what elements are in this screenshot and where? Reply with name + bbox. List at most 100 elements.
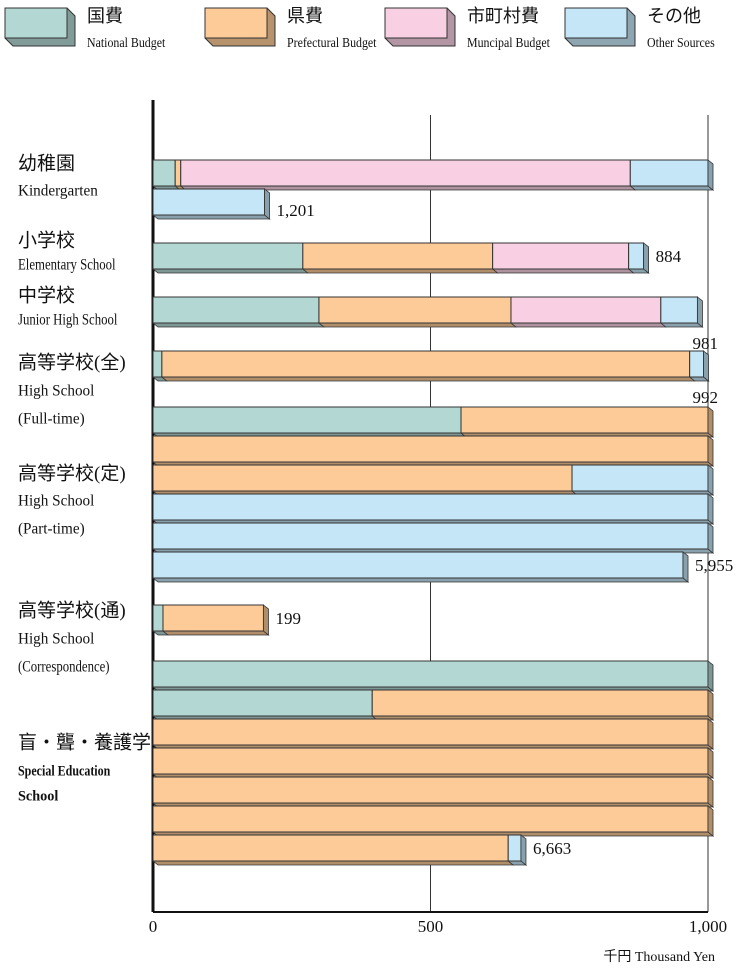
bar-segment — [152, 522, 709, 550]
total-label: 199 — [275, 609, 301, 628]
x-tick-label: 1,000 — [689, 917, 727, 936]
bar-segment — [152, 406, 462, 434]
bar-segment — [152, 242, 304, 270]
bar-segment — [152, 188, 266, 216]
bar-segment — [152, 747, 709, 775]
bar-segment — [152, 689, 373, 717]
x-tick-label: 500 — [418, 917, 444, 936]
category-label-en: (Part-time) — [18, 520, 85, 537]
bar-bottom-face — [151, 860, 515, 866]
legend-label: 国費 — [87, 6, 123, 26]
bar-side-face — [707, 660, 714, 692]
total-label: 992 — [693, 388, 719, 407]
bar-segment — [689, 350, 705, 378]
bar-segment — [507, 834, 522, 862]
bar-side-face — [707, 406, 714, 438]
bar-side-face — [697, 296, 703, 328]
category-label: 高等学校(定) — [18, 462, 126, 484]
bar-bottom-face — [151, 322, 326, 328]
bar-bottom-face — [151, 268, 309, 274]
total-label: 6,663 — [533, 839, 571, 858]
bar-side-face — [264, 188, 270, 220]
total-label: 884 — [656, 247, 682, 266]
bar-segment — [152, 296, 320, 324]
bar-bottom-face — [509, 322, 667, 328]
bar-segment — [152, 435, 709, 463]
legend-box — [4, 7, 68, 39]
category-label: 中学校 — [18, 284, 75, 306]
category-label: 高等学校(通) — [18, 599, 126, 621]
category-label: 高等学校(全) — [18, 351, 126, 373]
total-label: 5,955 — [695, 556, 733, 575]
bar-side-face — [707, 689, 714, 721]
bar-segment — [152, 776, 709, 804]
bar-bottom-face — [491, 268, 635, 274]
bar-segment — [152, 660, 709, 688]
legend-label-en: Prefectural Budget — [287, 34, 377, 50]
bar-segment — [571, 464, 709, 492]
x-tick-label: 0 — [149, 917, 158, 936]
bar-bottom-face — [151, 577, 690, 583]
legend-box — [564, 7, 628, 39]
bar-side-face — [707, 435, 714, 467]
category-label: 盲・聾・養護学校 — [18, 731, 170, 753]
legend-label: 県費 — [287, 6, 323, 26]
legend-label-en: National Budget — [87, 34, 166, 50]
bar-segment — [492, 242, 630, 270]
bar-side-face — [707, 522, 714, 554]
bar-side-face — [707, 776, 714, 808]
bar-bottom-face — [301, 268, 499, 274]
category-label-en: High School — [18, 492, 95, 509]
bar-segment — [460, 406, 709, 434]
legend-label: 市町村費 — [467, 6, 539, 26]
category-label-en: Kindergarten — [18, 182, 98, 199]
bar-segment — [302, 242, 494, 270]
bar-segment — [152, 159, 176, 187]
bar-side-face — [707, 493, 714, 525]
legend-label: その他 — [647, 6, 701, 26]
bar-segment — [152, 493, 709, 521]
category-label: 小学校 — [18, 229, 75, 251]
category-label-en: Special Education — [18, 762, 111, 779]
bar-side-face — [707, 718, 714, 750]
legend-box — [204, 7, 268, 39]
category-label-en: (Correspondence) — [18, 658, 110, 676]
bar-side-face — [643, 242, 650, 274]
bar-segment — [510, 296, 662, 324]
bar-side-face — [707, 464, 714, 496]
bar-bottom-face — [160, 376, 696, 382]
bar-segment — [629, 159, 709, 187]
bar-bottom-face — [161, 630, 270, 636]
total-label: 981 — [693, 334, 719, 353]
bar-bottom-face — [317, 322, 518, 328]
legend-label-en: Muncipal Budget — [467, 34, 550, 50]
bar-side-face — [707, 747, 714, 779]
legend-box — [384, 7, 448, 39]
bar-segment — [152, 718, 709, 746]
bar-segment — [660, 296, 698, 324]
bar-segment — [628, 242, 645, 270]
bar-segment — [152, 551, 684, 579]
total-label: 1,201 — [277, 201, 315, 220]
bar-segment — [318, 296, 512, 324]
bar-segment — [161, 350, 691, 378]
bar-side-face — [520, 834, 527, 866]
category-label-en: High School — [18, 630, 95, 647]
bar-segment — [180, 159, 631, 187]
bar-side-face — [707, 805, 714, 837]
bar-side-face — [707, 159, 714, 191]
legend-label-en: Other Sources — [647, 34, 715, 50]
bar-segment — [152, 805, 709, 833]
bar-segment — [152, 834, 509, 862]
bar-bottom-face — [659, 322, 704, 328]
category-label: 幼稚園 — [18, 152, 75, 174]
bar-segment — [162, 604, 264, 632]
category-label-en: Junior High School — [18, 311, 117, 329]
bar-segment — [174, 159, 182, 187]
bar-segment — [152, 604, 164, 632]
category-label-en: School — [18, 788, 58, 804]
bar-segment — [371, 689, 709, 717]
category-label-en: (Full-time) — [18, 410, 85, 427]
bar-bottom-face — [629, 185, 715, 191]
